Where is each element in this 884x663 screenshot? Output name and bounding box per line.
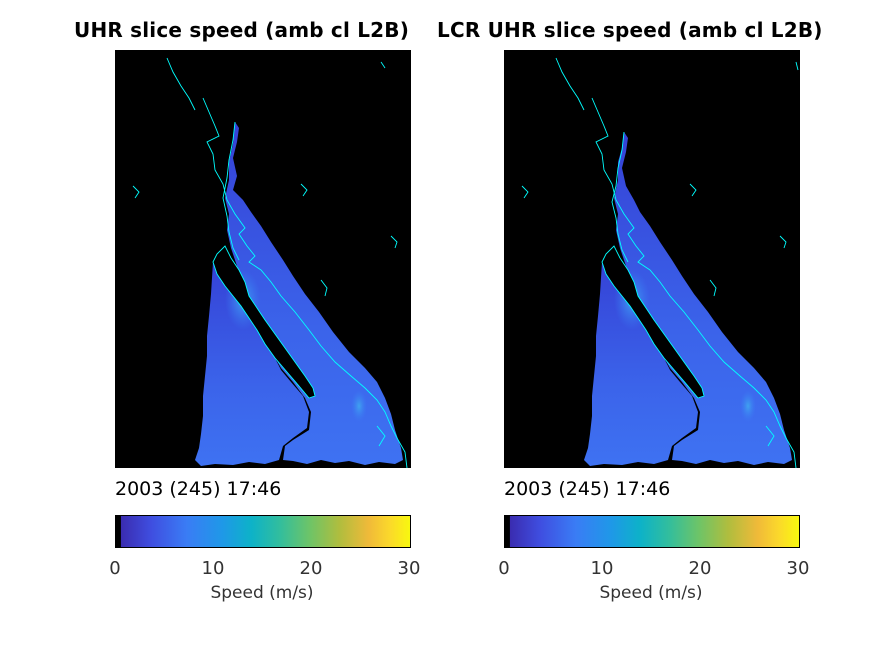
colorbar-tick: 20 <box>299 558 323 579</box>
colorbar-tick: 10 <box>201 558 225 579</box>
coastline-detail <box>555 57 585 111</box>
wind-speed-map-right <box>504 50 800 468</box>
coastline-detail <box>709 279 717 297</box>
gulf-wind-field <box>614 132 792 465</box>
wind-speed-highlight <box>740 390 756 422</box>
coastline-detail <box>390 235 398 249</box>
colorbar-tick: 30 <box>397 558 421 579</box>
coastline-detail <box>300 183 308 197</box>
coastline-detail <box>611 131 629 263</box>
colorbar-ticks-right: 0 10 20 30 <box>498 558 809 580</box>
pacific-wind-field <box>584 262 698 466</box>
colorbar-tick: 30 <box>786 558 810 579</box>
colorbar-left <box>115 515 411 548</box>
colorbar-gradient <box>116 516 410 547</box>
colorbar-tick: 10 <box>590 558 614 579</box>
wind-speed-map-left <box>115 50 411 468</box>
coastline-detail <box>795 61 799 71</box>
colorbar-label-left: Speed (m/s) <box>210 583 314 603</box>
baja-peninsula <box>601 245 705 399</box>
colorbar-tick: 20 <box>688 558 712 579</box>
timestamp-left: 2003 (245) 17:46 <box>115 478 282 500</box>
coastline-detail <box>779 235 787 249</box>
mainland-coastline <box>591 97 797 468</box>
coastline-detail <box>132 185 140 199</box>
coastline-detail <box>166 57 196 111</box>
colorbar-tick: 0 <box>109 558 121 579</box>
colorbar-right <box>504 515 800 548</box>
mainland-coastline <box>202 97 408 468</box>
coastline-detail <box>376 425 386 447</box>
pacific-wind-field <box>195 262 309 466</box>
coastline-detail <box>521 185 529 199</box>
coastline-detail <box>320 279 328 297</box>
colorbar-ticks-left: 0 10 20 30 <box>109 558 420 580</box>
coastline-detail <box>765 425 775 447</box>
colorbar-tick: 0 <box>498 558 510 579</box>
gulf-wind-field <box>225 122 403 465</box>
panel-title-left: UHR slice speed (amb cl L2B) <box>74 18 410 42</box>
coastline-detail <box>380 61 386 69</box>
colorbar-label-right: Speed (m/s) <box>599 583 703 603</box>
coastline-detail <box>689 183 697 197</box>
wind-speed-highlight <box>351 390 367 422</box>
colorbar-gradient <box>505 516 799 547</box>
panel-title-right: LCR UHR slice speed (amb cl L2B) <box>437 18 823 42</box>
coastline-detail <box>222 121 240 261</box>
timestamp-right: 2003 (245) 17:46 <box>504 478 671 500</box>
baja-peninsula <box>212 245 316 399</box>
